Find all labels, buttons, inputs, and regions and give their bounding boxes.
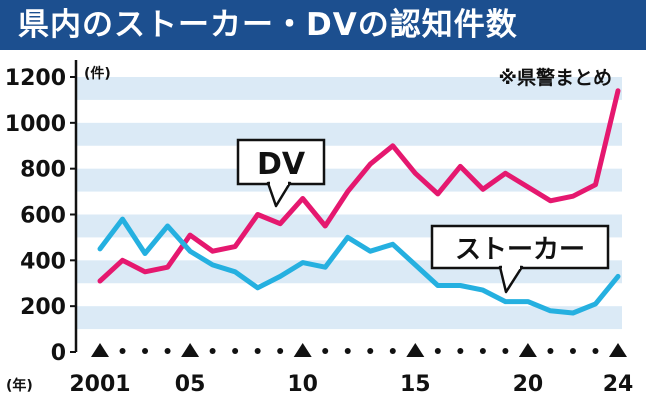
stalker-callout-box (430, 224, 610, 270)
source-note: ※県警まとめ (499, 66, 612, 89)
x-tick-label: 2001 (69, 372, 130, 397)
stalker-series-line (97, 216, 621, 316)
x-tick-dot (592, 348, 599, 354)
x-tick-dot (367, 348, 374, 354)
x-tick-label: 24 (603, 372, 634, 397)
x-tick-dot (389, 348, 396, 354)
x-axis: 2001 05 10 15 20 24 (年) (6, 343, 633, 397)
x-tick-triangle (406, 343, 425, 357)
x-tick-label: 05 (175, 372, 206, 397)
x-tick-triangle (293, 343, 312, 357)
x-tick-label: 10 (287, 372, 318, 397)
dv-series-label: DV (257, 147, 306, 182)
x-tick-dot (547, 348, 554, 354)
x-tick-dot (277, 348, 284, 354)
x-tick-dot (142, 348, 149, 354)
grid-band (76, 306, 622, 330)
x-tick-triangle (518, 343, 537, 357)
y-tick-label: 200 (20, 295, 66, 320)
x-tick-dot (232, 348, 239, 354)
y-tick-label: 0 (51, 341, 66, 366)
background-bands (76, 77, 622, 330)
x-tick-triangle (181, 343, 200, 357)
stalker-callout-joint (502, 265, 520, 269)
x-axis-unit: (年) (6, 377, 33, 394)
y-axis: 0 200 400 600 800 1000 1200 (件) (5, 60, 111, 366)
x-tick-dot (569, 348, 576, 354)
y-tick-label: 1000 (5, 112, 66, 137)
annotations: DV ストーカー ※県警まとめ (236, 66, 612, 294)
x-tick-label: 20 (513, 372, 544, 397)
x-tick-dot (434, 348, 441, 354)
y-tick-label: 1200 (5, 66, 66, 91)
dv-callout-pointer (266, 181, 292, 208)
x-tick-dot (164, 348, 171, 354)
x-tick-dot (254, 348, 261, 354)
dv-series-line (97, 88, 621, 284)
stalker-series-label: ストーカー (455, 235, 585, 265)
x-tick-dot (502, 348, 509, 354)
dv-callout-box (236, 138, 326, 186)
x-tick-triangle (91, 343, 109, 357)
x-tick-dot (457, 348, 464, 354)
chart-title: 県内のストーカー・DVの認知件数 (0, 0, 646, 50)
y-tick-label: 800 (20, 158, 66, 183)
x-tick-dot (209, 348, 216, 354)
y-tick-label: 400 (20, 249, 66, 274)
x-tick-label: 15 (400, 372, 431, 397)
x-tick-dot (322, 348, 329, 354)
x-tick-triangle (609, 343, 627, 357)
x-tick-dot (119, 348, 126, 354)
dv-callout-joint (270, 181, 288, 185)
x-tick-dot (344, 348, 351, 354)
grid-band (76, 122, 622, 146)
series-lines (97, 88, 621, 316)
grid-band (76, 77, 622, 100)
y-axis-unit: (件) (84, 65, 111, 82)
y-tick-label: 600 (20, 204, 66, 229)
x-tick-dot (479, 348, 486, 354)
